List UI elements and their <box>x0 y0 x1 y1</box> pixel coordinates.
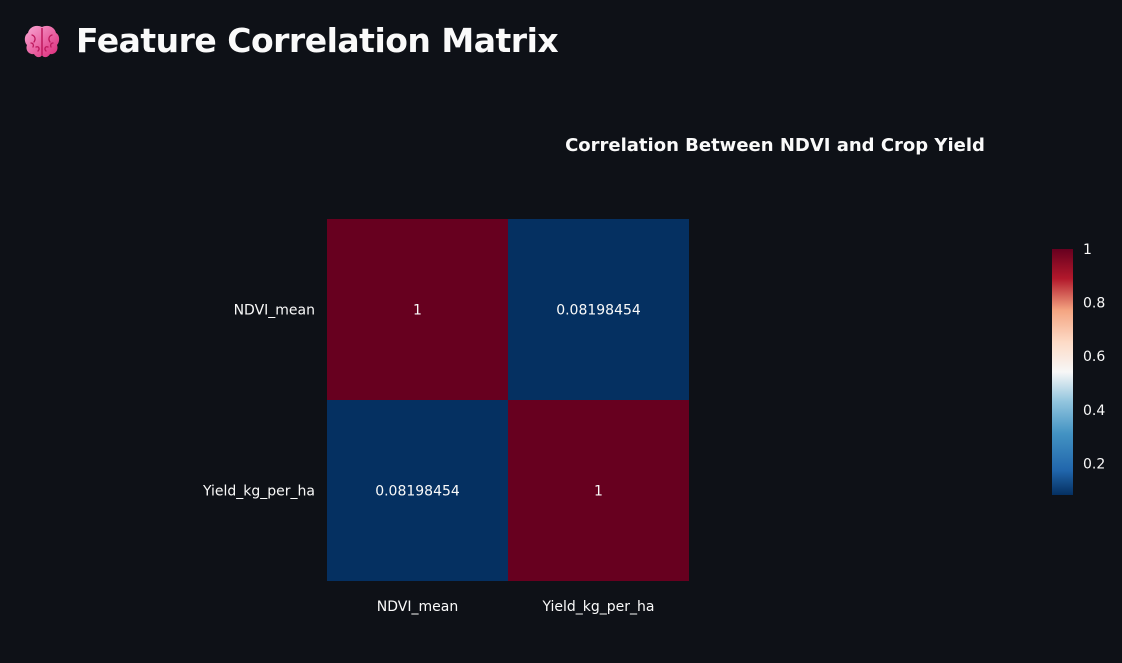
page-title: Feature Correlation Matrix <box>76 21 559 60</box>
heatmap-cell[interactable] <box>327 219 508 400</box>
colorbar-tick-label: 1 <box>1083 242 1092 258</box>
y-tick-label: NDVI_mean <box>234 303 315 319</box>
cell-value-label: 1 <box>413 303 422 319</box>
heatmap-cell[interactable] <box>508 219 689 400</box>
y-tick-label: Yield_kg_per_ha <box>202 484 315 500</box>
header: Feature Correlation Matrix <box>22 18 559 64</box>
cell-value-label: 0.08198454 <box>556 303 641 319</box>
heatmap-cells: 1 0.08198454 0.08198454 1 <box>327 219 689 581</box>
colorbar: 1 0.8 0.6 0.4 0.2 <box>1052 242 1105 495</box>
heatmap-axis-labels: NDVI_mean Yield_kg_per_ha NDVI_mean Yield_k… <box>202 303 655 616</box>
brain-icon <box>24 25 60 58</box>
colorbar-tick-label: 0.4 <box>1083 403 1105 419</box>
cell-value-label: 1 <box>594 484 603 500</box>
colorbar-tick-label: 0.2 <box>1083 456 1105 472</box>
chart-title: Correlation Between NDVI and Crop Yield <box>565 135 985 156</box>
x-tick-label: Yield_kg_per_ha <box>541 599 654 615</box>
cell-value-label: 0.08198454 <box>375 484 460 500</box>
colorbar-gradient <box>1052 249 1073 495</box>
colorbar-tick-label: 0.8 <box>1083 296 1105 312</box>
heatmap-cell[interactable] <box>508 400 689 581</box>
x-tick-label: NDVI_mean <box>377 599 458 615</box>
colorbar-tick-label: 0.6 <box>1083 349 1105 365</box>
heatmap-cell[interactable] <box>327 400 508 581</box>
